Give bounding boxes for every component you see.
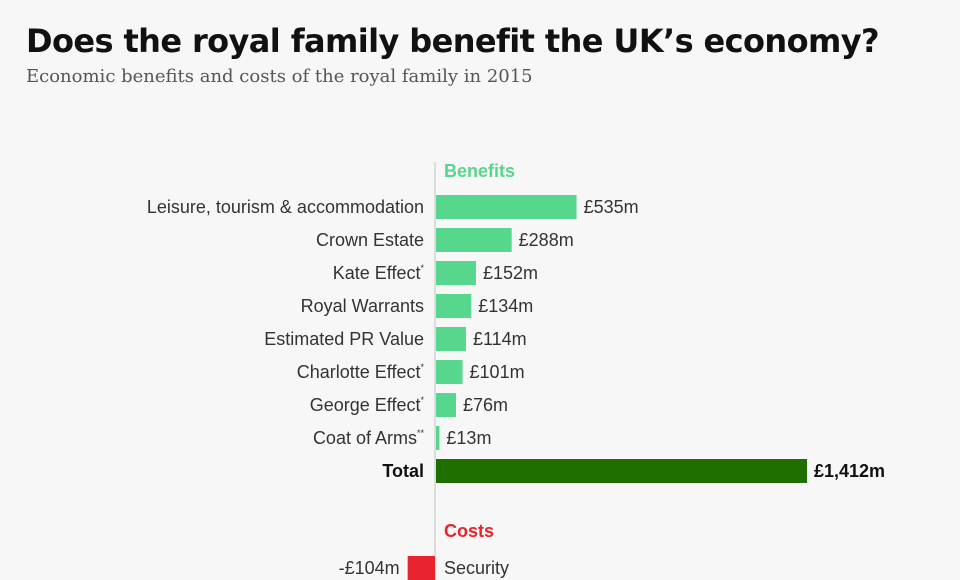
total-label: Total [382, 461, 424, 481]
costs-heading: Costs [444, 521, 494, 541]
value-label: £13m [446, 428, 491, 448]
benefit-bar [436, 195, 577, 219]
benefit-bar [436, 393, 456, 417]
total-value-label: £1,412m [814, 461, 885, 481]
benefit-bar [436, 294, 472, 318]
benefit-bar [436, 327, 466, 351]
footnote-marker: * [420, 263, 424, 273]
cost-bar [407, 556, 435, 580]
total-bar [436, 459, 807, 483]
category-label: George Effect* [310, 395, 425, 415]
category-label-text: Estimated PR Value [264, 329, 424, 349]
category-label: Charlotte Effect* [297, 362, 425, 382]
category-label: Crown Estate [316, 230, 424, 250]
value-label: £535m [584, 197, 639, 217]
category-label: Royal Warrants [301, 296, 424, 316]
footnote-marker: * [420, 362, 424, 372]
category-label: Leisure, tourism & accommodation [147, 197, 424, 217]
footnote-marker: * [420, 395, 424, 405]
category-label: Kate Effect* [333, 263, 425, 283]
value-label: £101m [470, 362, 525, 382]
benefits-heading: Benefits [444, 161, 515, 181]
value-label: £152m [483, 263, 538, 283]
category-label-text: Kate Effect [333, 263, 421, 283]
benefit-bar [436, 360, 463, 384]
category-label-text: Crown Estate [316, 230, 424, 250]
value-label: £288m [519, 230, 574, 250]
category-label-text: Leisure, tourism & accommodation [147, 197, 424, 217]
category-label-text: George Effect [310, 395, 421, 415]
benefit-bar [436, 228, 512, 252]
page-title: Does the royal family benefit the UK’s e… [26, 22, 880, 60]
page-subtitle: Economic benefits and costs of the royal… [26, 66, 533, 87]
benefit-bar [436, 426, 440, 450]
category-label: Coat of Arms** [313, 428, 425, 448]
value-label: £114m [473, 329, 527, 349]
category-label: Estimated PR Value [264, 329, 424, 349]
benefit-bar [436, 261, 476, 285]
value-label: £76m [463, 395, 508, 415]
footnote-marker: ** [417, 428, 425, 438]
value-label: £134m [478, 296, 533, 316]
cost-category-label: Security [444, 558, 509, 578]
category-label-text: Coat of Arms [313, 428, 417, 448]
category-label-text: Charlotte Effect [297, 362, 421, 382]
cost-value-label: -£104m [339, 558, 400, 578]
category-label-text: Royal Warrants [301, 296, 424, 316]
